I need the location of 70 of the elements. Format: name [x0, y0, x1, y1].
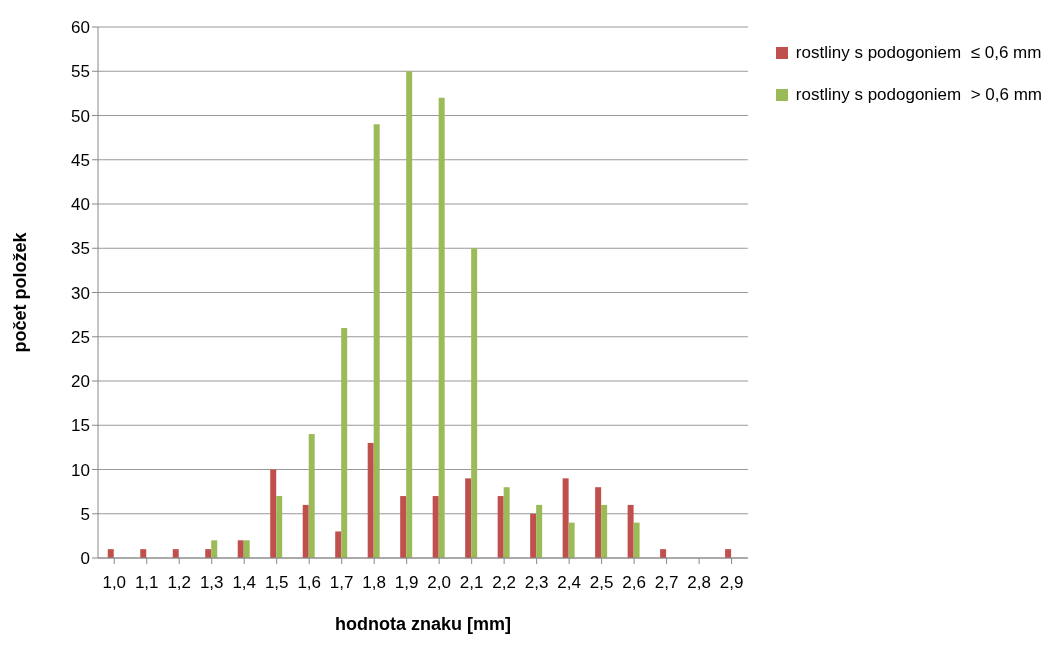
x-tick-label: 2,9: [719, 573, 744, 593]
bar: [341, 327, 348, 558]
bar: [107, 549, 114, 558]
x-tick-label: 2,4: [557, 573, 581, 593]
x-tick-label: 2,0: [427, 573, 451, 593]
y-tick-label: 15: [71, 416, 90, 436]
x-tick-label: 1,9: [394, 573, 419, 593]
y-tick-label: 40: [71, 195, 90, 215]
y-tick-label: 50: [71, 106, 90, 126]
y-tick-label: 45: [71, 150, 90, 170]
x-tick-label: 2,3: [524, 573, 549, 593]
bar: [406, 71, 413, 558]
bar: [205, 549, 212, 558]
bar: [140, 549, 147, 558]
x-tick-label: 1,8: [362, 573, 386, 593]
bar: [627, 504, 634, 558]
x-tick-label: 2,8: [687, 573, 711, 593]
bar: [568, 522, 575, 558]
x-tick-label: 1,5: [264, 573, 289, 593]
bar: [503, 487, 510, 558]
x-tick-label: 1,0: [102, 573, 127, 593]
x-tick-label: 1,7: [329, 573, 354, 593]
y-tick-label: 55: [71, 62, 90, 82]
bar: [270, 469, 277, 558]
bar: [536, 504, 543, 558]
bar: [497, 496, 504, 558]
y-axis-title: počet položek: [10, 231, 31, 353]
bar: [237, 540, 244, 558]
bar: [373, 124, 380, 558]
legend-label: rostliny s podogoniem ≤ 0,6 mm: [795, 43, 1042, 63]
bar: [471, 248, 478, 558]
bar: [400, 496, 407, 558]
bar: [308, 434, 315, 558]
bar: [595, 487, 602, 558]
x-tick-label: 2,6: [622, 573, 646, 593]
bar: [530, 513, 537, 558]
bar: [243, 540, 250, 558]
y-tick-label: 5: [80, 504, 90, 524]
bar: [276, 496, 283, 558]
bar: [367, 442, 374, 558]
y-tick-label: 35: [71, 239, 90, 259]
x-tick-label: 1,3: [199, 573, 224, 593]
x-tick-label: 2,2: [492, 573, 516, 593]
x-tick-label: 1,1: [134, 573, 159, 593]
y-tick-label: 10: [71, 460, 90, 480]
y-tick-label: 25: [71, 327, 90, 347]
bar: [660, 549, 667, 558]
y-tick-label: 30: [71, 283, 90, 303]
x-tick-label: 1,2: [167, 573, 192, 593]
bar: [465, 478, 472, 558]
bar: [211, 540, 218, 558]
x-tick-label: 1,6: [297, 573, 322, 593]
bar: [302, 504, 309, 558]
x-tick-label: 2,5: [589, 573, 614, 593]
legend-label: rostliny s podogoniem > 0,6 mm: [795, 85, 1042, 105]
bar: [725, 549, 732, 558]
x-tick-label: 1,4: [232, 573, 257, 593]
bar: [335, 531, 342, 558]
y-tick-label: 60: [71, 18, 90, 38]
y-tick-label: 20: [71, 372, 90, 392]
y-tick-label: 0: [80, 549, 90, 569]
bar: [633, 522, 640, 558]
x-axis-title: hodnota znaku [mm]: [334, 614, 511, 634]
bar: [432, 496, 439, 558]
x-tick-label: 2,1: [459, 573, 484, 593]
x-tick-label: 2,7: [654, 573, 679, 593]
bar: [562, 478, 569, 558]
bar: [438, 97, 445, 558]
bar: [172, 549, 179, 558]
bar: [601, 504, 608, 558]
